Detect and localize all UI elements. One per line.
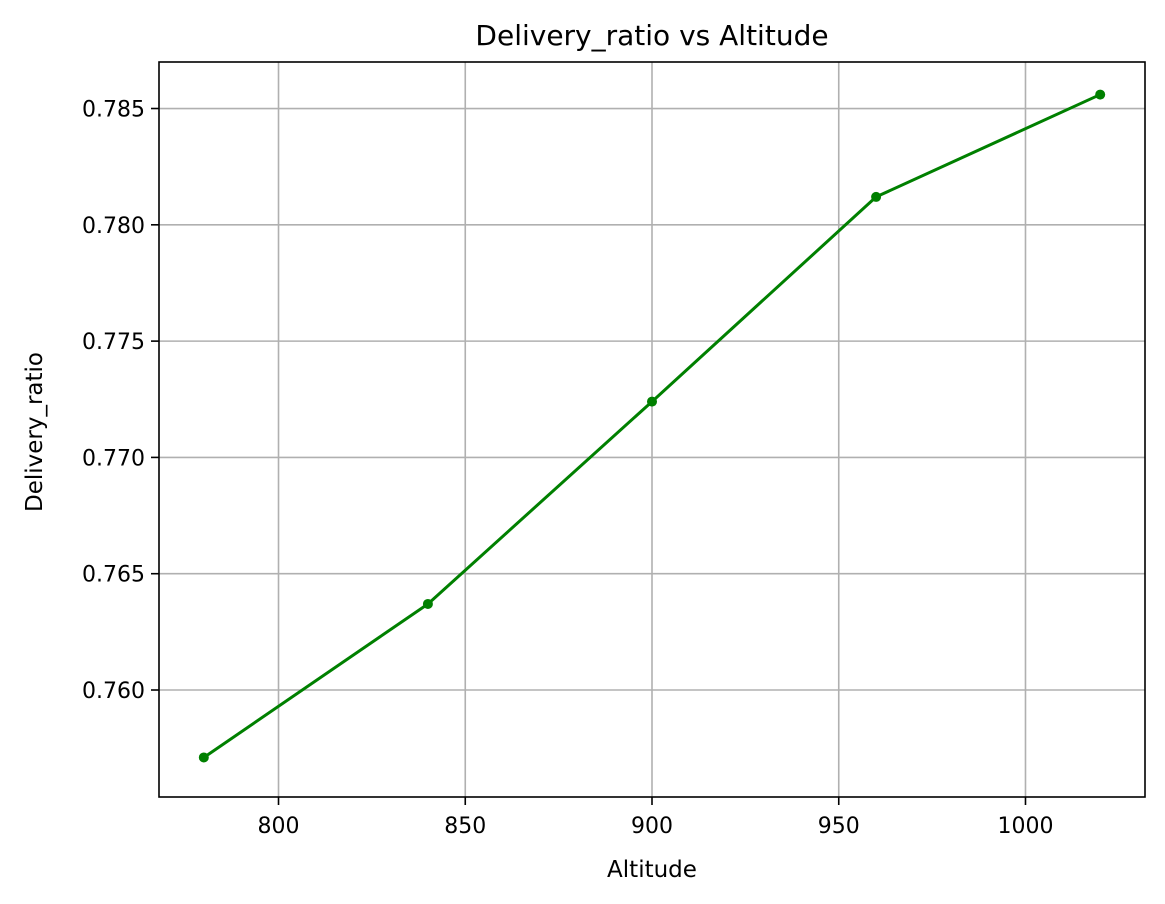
x-tick-label: 850 <box>444 814 486 839</box>
ticks: 800 850 900 950 1000 0.760 0.765 0.770 0.775 0.78… <box>82 98 1053 839</box>
y-tick-label: 0.765 <box>82 563 145 588</box>
data-point <box>871 191 882 202</box>
y-tick-label: 0.780 <box>82 214 145 239</box>
y-axis-label: Delivery_ratio <box>22 352 48 512</box>
x-tick-label: 900 <box>631 814 673 839</box>
y-tick-label: 0.785 <box>82 98 145 123</box>
chart-title: Delivery_ratio vs Altitude <box>475 19 828 52</box>
data-point <box>422 598 433 609</box>
y-tick-label: 0.760 <box>82 679 145 704</box>
y-tick-label: 0.770 <box>82 446 145 471</box>
x-axis-label: Altitude <box>607 857 697 883</box>
series <box>198 89 1106 763</box>
data-point <box>198 752 209 763</box>
x-tick-label: 1000 <box>997 814 1053 839</box>
data-point <box>1095 89 1106 100</box>
y-tick-label: 0.775 <box>82 330 145 355</box>
grid <box>159 62 1145 797</box>
data-point <box>647 396 657 407</box>
x-tick-label: 950 <box>818 814 860 839</box>
x-tick-label: 800 <box>258 814 300 839</box>
